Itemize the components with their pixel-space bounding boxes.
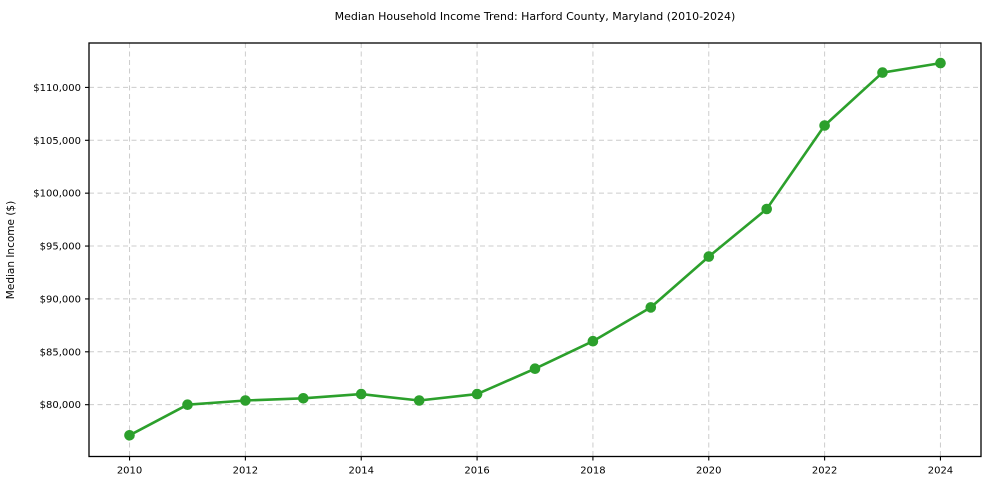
y-axis-label: Median Income ($) [5, 201, 17, 299]
data-point-2022 [819, 120, 830, 131]
data-point-2017 [529, 363, 541, 375]
chart-title: Median Household Income Trend: Harford C… [335, 10, 736, 23]
data-point-2014 [355, 388, 367, 400]
x-tick-label: 2020 [696, 466, 721, 477]
y-tick-label: $105,000 [33, 136, 81, 147]
series-markers [124, 57, 946, 441]
x-tick-label: 2012 [233, 466, 258, 477]
gridlines [89, 43, 981, 457]
y-tick-label: $80,000 [40, 400, 81, 411]
x-tick-label: 2024 [928, 466, 953, 477]
data-point-2019 [645, 302, 657, 313]
data-point-2023 [877, 67, 888, 78]
data-point-2018 [587, 335, 599, 347]
tick-marks [85, 86, 942, 461]
y-tick-label: $100,000 [33, 189, 81, 200]
y-tick-label: $95,000 [40, 242, 81, 253]
data-point-2010 [124, 430, 135, 441]
y-tick-label: $90,000 [40, 294, 81, 305]
chart-layers: 2010 2012 2014 2016 2018 2020 2022 2024$80,000$… [33, 42, 982, 477]
y-tick-label: $110,000 [33, 83, 81, 94]
data-point-2024 [935, 57, 946, 69]
x-tick-label: 2010 [117, 466, 142, 477]
data-point-2013 [298, 393, 309, 404]
data-point-2021 [761, 203, 772, 215]
y-tick-label: $85,000 [40, 347, 81, 358]
x-tick-label: 2018 [580, 466, 605, 477]
x-tick-label: 2016 [464, 466, 489, 477]
data-point-2016 [471, 388, 483, 400]
data-point-2015 [413, 395, 425, 406]
plot-border [88, 42, 982, 458]
x-tick-label: 2022 [812, 466, 837, 477]
series-line [128, 61, 942, 437]
data-point-2020 [703, 251, 715, 262]
data-point-2012 [240, 395, 251, 406]
y-tick-labels: $80,000 $85,000 $90,000 $95,000 $100,000 $105… [33, 83, 81, 411]
x-tick-label: 2014 [349, 466, 374, 477]
x-tick-labels: 2010 2012 2014 2016 2018 2020 2022 2024 [117, 466, 953, 477]
data-point-2011 [182, 399, 193, 411]
